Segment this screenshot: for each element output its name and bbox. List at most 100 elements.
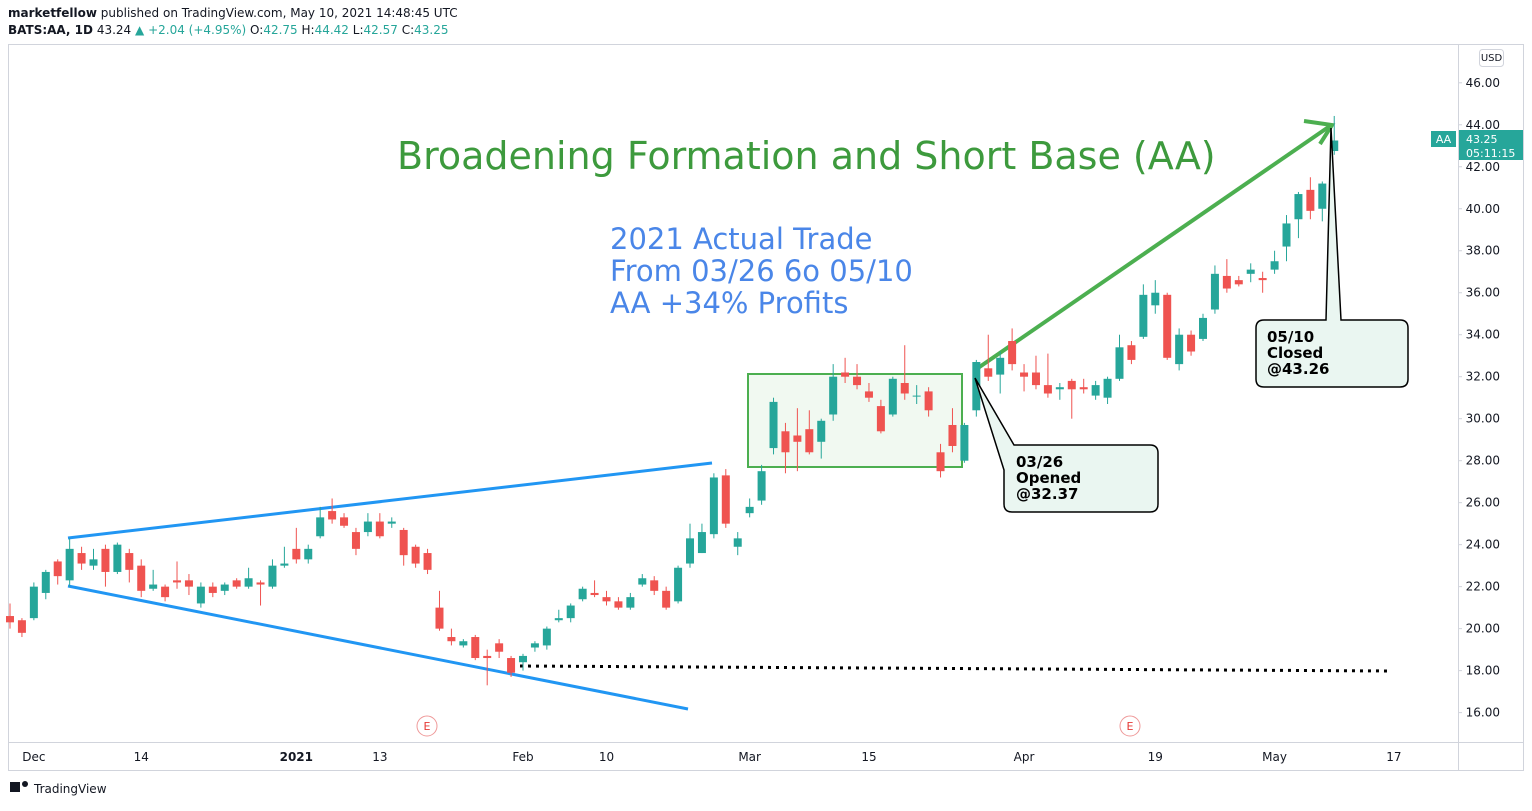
candle-body <box>578 588 587 600</box>
x-tick-label: Feb <box>512 750 533 764</box>
candle-body <box>41 571 50 593</box>
candle-body <box>1163 294 1172 358</box>
y-tick-label: 34.00 <box>1466 328 1500 342</box>
candle-body <box>1222 275 1231 289</box>
candle-body <box>566 605 575 619</box>
candle-body <box>709 477 718 535</box>
author: marketfellow <box>8 6 97 20</box>
candle-body <box>1091 385 1100 396</box>
candle-body <box>244 578 253 587</box>
support-line <box>519 664 1391 673</box>
candle-body <box>1306 189 1315 211</box>
candle-body <box>1330 140 1339 152</box>
candle-body <box>781 431 790 453</box>
candle-body <box>208 586 217 593</box>
candle-body <box>1020 372 1029 377</box>
candle-body <box>948 424 957 446</box>
subtitle-line: AA +34% Profits <box>610 286 848 320</box>
y-tick-label: 46.00 <box>1466 76 1500 90</box>
candle-body <box>876 406 885 432</box>
header-line-2: BATS:AA, 1D 43.24 ▲ +2.04 (+4.95%) O:42.… <box>8 23 448 37</box>
candle-body <box>530 643 539 648</box>
ohlc-label: O: <box>250 23 263 37</box>
candle-body <box>125 553 134 570</box>
earnings-marker[interactable] <box>416 715 438 737</box>
callout-close <box>1255 127 1409 388</box>
candle-body <box>77 553 86 564</box>
candle-body <box>316 517 325 537</box>
candle-body <box>912 395 921 397</box>
candle-body <box>745 506 754 514</box>
callout-text: Closed <box>1267 344 1323 362</box>
candle-body <box>1270 261 1279 270</box>
candle-body <box>614 601 623 608</box>
candle-body <box>423 553 432 570</box>
candle-body <box>447 637 456 642</box>
candle-body <box>173 580 182 583</box>
candle-body <box>1031 372 1040 386</box>
candle-body <box>721 475 730 524</box>
candle-body <box>805 429 814 453</box>
y-tick-label: 22.00 <box>1466 580 1500 594</box>
x-tick-label: 14 <box>134 750 149 764</box>
candle-body <box>1210 273 1219 310</box>
price-label-price: 43.25 <box>1466 133 1498 146</box>
x-tick-label: 13 <box>372 750 387 764</box>
change-arrow: ▲ <box>135 23 145 37</box>
candle-body <box>638 578 647 585</box>
candle-body <box>363 521 372 533</box>
x-tick-label: Dec <box>22 750 45 764</box>
earnings-label: E <box>424 720 431 733</box>
candle-body <box>936 452 945 472</box>
y-tick-label: 36.00 <box>1466 286 1500 300</box>
y-tick-label: 40.00 <box>1466 202 1500 216</box>
candle-body <box>471 637 480 659</box>
candle-body <box>53 561 62 577</box>
candle-body <box>793 435 802 442</box>
candle-body <box>304 548 313 560</box>
subtitle-line: From 03/26 6o 05/10 <box>610 254 913 288</box>
logo-shape <box>22 781 28 787</box>
candle-body <box>1127 345 1136 360</box>
candle-body <box>232 580 241 587</box>
callout-open <box>974 377 1159 513</box>
candle-body <box>518 655 527 663</box>
candle-body <box>495 643 504 652</box>
candle-body <box>542 628 551 646</box>
ohlc-label: C: <box>402 23 414 37</box>
currency-box <box>1479 49 1504 67</box>
trade-arrow-head <box>1303 119 1336 146</box>
candle-body <box>387 521 396 524</box>
brand-logo <box>10 781 28 792</box>
candle-body <box>459 641 468 646</box>
candle-body <box>686 538 695 564</box>
candle-body <box>1175 334 1184 365</box>
base-box <box>747 373 963 468</box>
x-tick-label: Apr <box>1014 750 1035 764</box>
y-tick-label: 30.00 <box>1466 412 1500 426</box>
header-line-1: marketfellow published on TradingView.co… <box>8 6 458 20</box>
published: published on TradingView.com, May 10, 20… <box>101 6 458 20</box>
candle-body <box>1199 317 1207 339</box>
candle-body <box>1008 341 1017 365</box>
candle-body <box>924 391 933 411</box>
candle-body <box>399 529 408 556</box>
x-tick-label: May <box>1262 750 1287 764</box>
candle-body <box>1187 334 1196 352</box>
candle-body <box>184 580 193 587</box>
x-tick-label: Mar <box>738 750 761 764</box>
candle-body <box>65 548 74 581</box>
candle-body <box>328 511 337 520</box>
earnings-marker[interactable] <box>1119 715 1141 737</box>
candle-body <box>626 597 635 608</box>
candle-body <box>554 618 563 621</box>
y-tick-label: 32.00 <box>1466 370 1500 384</box>
candle-body <box>6 616 14 623</box>
candle-body <box>900 383 909 394</box>
candle-body <box>161 586 170 598</box>
candle-body <box>984 368 993 377</box>
x-tick-label: 10 <box>599 750 614 764</box>
x-tick-label: 2021 <box>280 750 313 764</box>
candle-body <box>733 538 742 547</box>
